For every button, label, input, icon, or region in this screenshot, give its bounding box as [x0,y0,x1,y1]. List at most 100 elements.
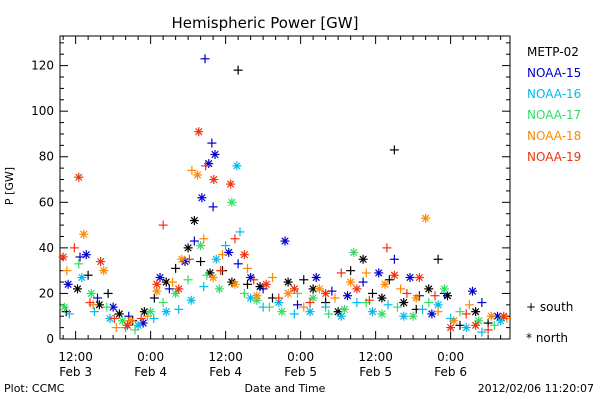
south-plus-marker [221,241,231,251]
north-asterisk-marker [283,277,293,287]
south-plus-marker [455,320,465,330]
legend-series-label: NOAA-16 [527,87,581,101]
south-plus-marker [393,302,402,312]
south-plus-marker [477,298,487,308]
x-tick-time-label: 0:00 [137,350,164,364]
north-asterisk-marker [152,286,162,296]
north-asterisk-marker [471,320,481,330]
south-plus-marker [200,54,210,64]
south-plus-marker [361,268,371,278]
x-tick-date-label: Feb 4 [134,365,167,379]
north-asterisk-marker [210,149,220,159]
x-tick-time-label: 12:00 [208,350,243,364]
south-plus-marker [208,202,218,212]
south-plus-marker [171,263,181,273]
south-plus-marker [299,275,309,285]
south-plus-marker [433,307,443,317]
south-plus-marker [158,298,168,308]
north-asterisk-marker [261,279,271,289]
south-plus-marker [364,295,374,305]
south-plus-marker [258,284,268,294]
marker-legend: + south * north [526,300,573,345]
x-tick-date-label: Feb 6 [434,365,467,379]
north-asterisk-marker [408,311,418,321]
south-plus-marker [402,288,412,298]
south-plus-marker [233,65,243,75]
north-asterisk-marker [280,236,290,246]
north-asterisk-marker [314,284,324,294]
south-plus-marker [243,263,252,273]
south-plus-marker [324,309,334,319]
south-plus-marker [64,309,74,319]
plot-credit: Plot: CCMC [4,382,65,395]
north-asterisk-marker [446,323,456,333]
north-asterisk-marker [339,304,349,314]
y-tick-label: 20 [39,286,54,300]
north-asterisk-marker [77,272,87,282]
north-asterisk-marker [427,309,437,319]
south-plus-marker [143,311,152,321]
north-asterisk-marker [79,229,89,239]
north-asterisk-marker [421,213,431,223]
south-plus-marker [433,254,443,264]
x-tick-time-label: 12:00 [358,350,393,364]
x-tick-date-label: Feb 5 [284,365,317,379]
south-plus-marker [327,286,337,296]
north-asterisk-marker [183,243,193,253]
x-tick-time-label: 0:00 [437,350,464,364]
north-asterisk-marker [96,257,106,267]
south-plus-marker [384,275,394,285]
north-asterisk-marker [230,279,240,289]
south-plus-marker [199,282,209,292]
north-asterisk-marker [349,247,359,257]
south-plus-marker [89,307,99,317]
south-plus-marker [230,234,240,244]
south-plus-marker [293,300,302,310]
south-plus-marker [74,259,84,269]
north-asterisk-marker [146,307,156,317]
south-plus-marker [352,298,362,308]
north-asterisk-marker [405,272,415,282]
y-axis-label: P [GW] [3,167,16,205]
north-asterisk-marker [424,284,434,294]
north-asterisk-marker [208,272,218,282]
north-asterisk-marker [377,309,387,319]
north-asterisk-marker [283,288,293,298]
marker-legend-entry: * north [526,331,568,345]
south-plus-marker [383,300,393,310]
north-asterisk-marker [81,250,91,260]
south-plus-marker [136,313,146,323]
north-asterisk-marker [461,323,471,333]
south-plus-marker [103,288,113,298]
x-tick-time-label: 0:00 [287,350,314,364]
north-asterisk-marker [305,307,315,317]
south-plus-marker [164,284,174,294]
x-axis-label: Date and Time [245,382,326,395]
north-asterisk-marker [155,272,165,282]
x-tick-time-label: 12:00 [58,350,93,364]
north-asterisk-marker [474,316,484,326]
north-asterisk-marker [193,170,202,180]
y-tick-label: 120 [31,59,54,73]
south-plus-marker [233,259,243,269]
north-asterisk-marker [311,272,321,282]
north-asterisk-marker [59,302,69,312]
north-asterisk-marker [321,288,331,298]
south-plus-marker [249,275,259,285]
north-asterisk-marker [196,241,206,251]
north-asterisk-marker [226,179,236,189]
legend: METP-02 NOAA-15 NOAA-16 NOAA-17 NOAA-18 NOAA-… [527,45,581,164]
south-plus-marker [239,288,249,298]
data-points [58,54,512,337]
south-plus-marker [216,266,226,276]
north-asterisk-marker [439,284,449,294]
x-tick-date-label: Feb 5 [359,365,392,379]
south-plus-marker [336,268,346,278]
y-tick-label: 100 [31,104,54,118]
north-asterisk-marker [74,172,84,182]
north-asterisk-marker [374,268,384,278]
y-tick-label: 60 [39,195,54,209]
north-asterisk-marker [133,320,143,330]
